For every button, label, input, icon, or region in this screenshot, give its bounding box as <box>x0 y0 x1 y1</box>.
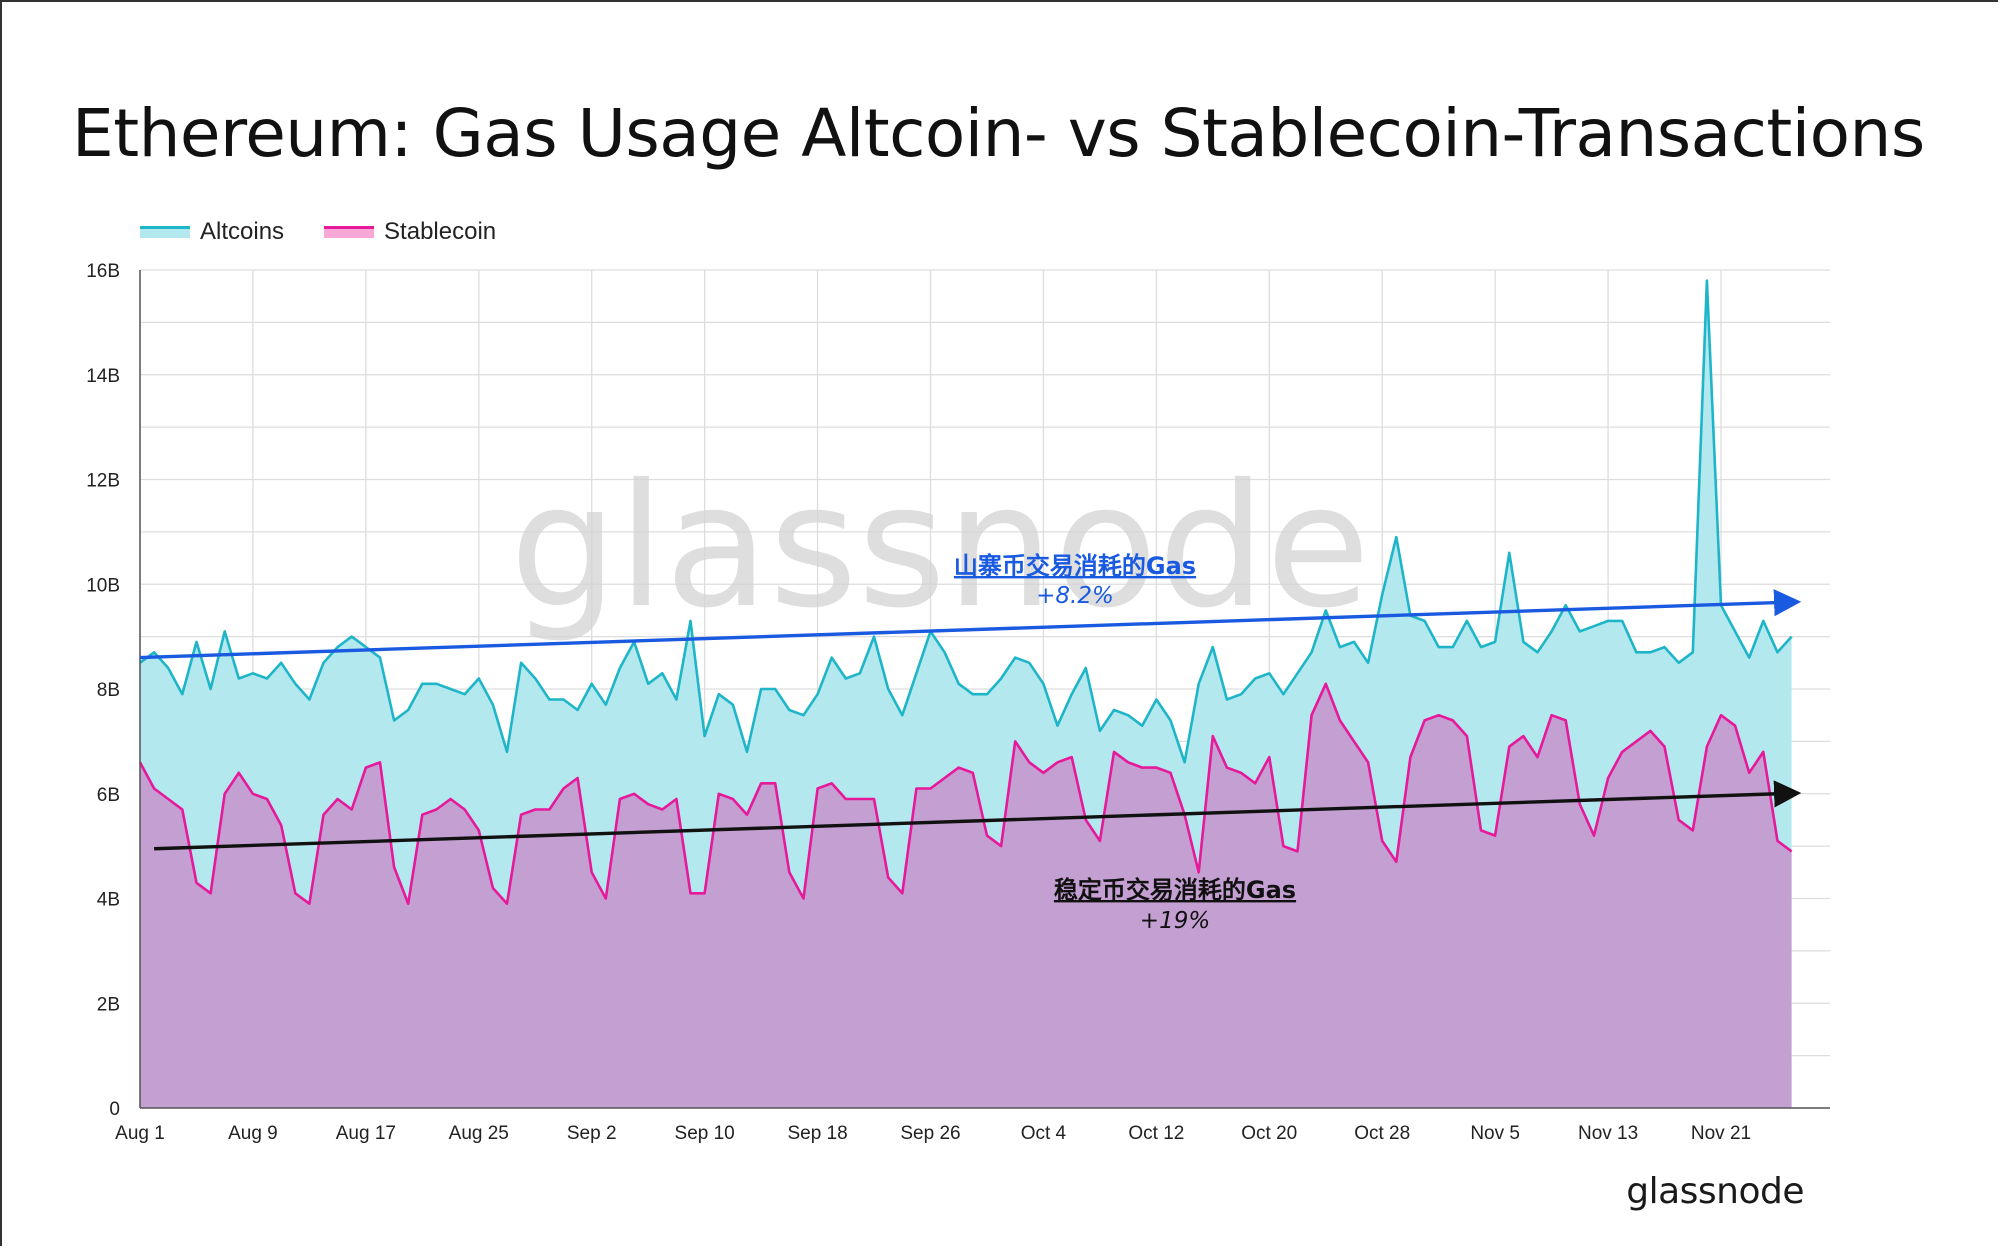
chart-legend: Altcoins Stablecoin <box>140 218 496 246</box>
glassnode-logo: glassnode <box>1626 1171 1804 1212</box>
y-tick-label: 14B <box>86 366 120 387</box>
trend-line-stablecoin <box>154 780 1802 851</box>
legend-item-altcoins[interactable]: Altcoins <box>140 218 284 246</box>
annotation-stablecoin-title: 稳定币交易消耗的Gas <box>1054 876 1296 904</box>
chart-axes: 0 2B 4B 6B 8B 10B 12B 14B 16B Aug 1 Aug 9 Aug 17 Aug… <box>86 261 1830 1144</box>
legend-swatch-stablecoin <box>324 226 375 238</box>
y-tick-label: 12B <box>86 471 120 492</box>
x-tick-label: Aug 9 <box>228 1123 278 1144</box>
x-tick-label: Oct 4 <box>1021 1123 1067 1144</box>
y-tick-label: 10B <box>86 575 120 596</box>
chart-annotations: 山寨币交易消耗的Gas +8.2% 稳定币交易消耗的Gas +19% <box>954 552 1296 934</box>
page-title: Ethereum: Gas Usage Altcoin- vs Stableco… <box>72 95 1925 172</box>
legend-item-stablecoin[interactable]: Stablecoin <box>324 218 496 246</box>
watermark: glassnode <box>510 448 1371 646</box>
chart-areas <box>140 280 1792 1108</box>
y-tick-label: 0 <box>109 1099 120 1120</box>
annotation-altcoin-title: 山寨币交易消耗的Gas <box>954 552 1196 580</box>
x-tick-label: Nov 5 <box>1470 1123 1520 1144</box>
annotation-altcoin-change: +8.2% <box>1036 583 1114 609</box>
trend-line-altcoins <box>139 589 1802 660</box>
x-tick-label: Aug 25 <box>449 1123 509 1144</box>
x-tick-label: Sep 10 <box>675 1123 735 1144</box>
area-stablecoin <box>140 683 1792 1108</box>
line-stablecoin <box>138 682 1793 905</box>
legend-swatch-altcoins <box>140 226 190 238</box>
x-tick-label: Sep 18 <box>787 1123 847 1144</box>
y-tick-label: 4B <box>97 890 120 911</box>
legend-label-altcoins: Altcoins <box>200 218 285 245</box>
x-tick-label: Oct 12 <box>1128 1123 1184 1144</box>
x-tick-label: Nov 13 <box>1578 1123 1638 1144</box>
x-tick-label: Nov 21 <box>1691 1123 1751 1144</box>
annotation-stablecoin-change: +19% <box>1140 908 1210 934</box>
legend-label-stablecoin: Stablecoin <box>384 218 497 245</box>
line-altcoins <box>139 279 1793 764</box>
x-tick-label: Aug 17 <box>336 1123 396 1144</box>
y-tick-label: 16B <box>86 261 120 282</box>
y-tick-label: 6B <box>97 785 120 806</box>
x-tick-label: Sep 26 <box>900 1123 960 1144</box>
y-tick-label: 2B <box>97 994 120 1015</box>
y-tick-label: 8B <box>97 680 120 701</box>
trend-lines <box>139 589 1802 851</box>
x-tick-label: Aug 1 <box>115 1123 165 1144</box>
x-tick-label: Oct 28 <box>1354 1123 1410 1144</box>
chart-lines <box>138 279 1793 905</box>
x-tick-label: Sep 2 <box>567 1123 617 1144</box>
x-tick-label: Oct 20 <box>1241 1123 1297 1144</box>
